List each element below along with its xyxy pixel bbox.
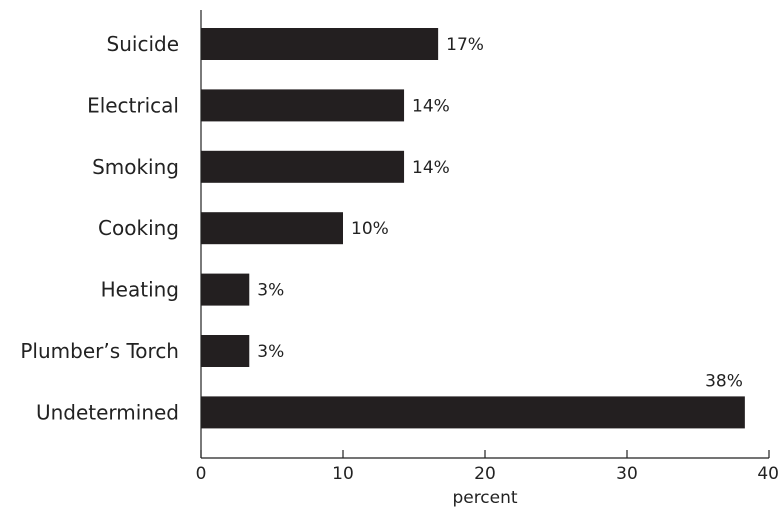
- category-label-1: Electrical: [87, 93, 179, 117]
- data-label-2: 14%: [412, 158, 450, 178]
- bar-5: [201, 335, 250, 367]
- bars-group: [201, 28, 745, 429]
- category-label-4: Heating: [101, 278, 179, 302]
- category-label-6: Undetermined: [36, 400, 179, 424]
- data-label-4: 3%: [257, 281, 284, 301]
- data-label-0: 17%: [446, 35, 484, 55]
- data-label-6: 38%: [705, 371, 743, 391]
- x-tick-label-3: 30: [616, 464, 638, 484]
- category-label-0: Suicide: [107, 32, 179, 56]
- x-axis-title: percent: [452, 488, 517, 508]
- bar-0: [201, 28, 439, 60]
- data-labels: 17% 14% 14% 10% 3% 3% 38%: [257, 35, 743, 391]
- bar-6: [201, 396, 745, 429]
- x-tick-label-2: 20: [474, 464, 496, 484]
- category-label-3: Cooking: [98, 216, 179, 240]
- data-label-5: 3%: [257, 342, 284, 362]
- category-label-5: Plumber’s Torch: [20, 339, 179, 363]
- x-tick-label-1: 10: [332, 464, 354, 484]
- category-labels: Suicide Electrical Smoking Cooking Heating Pl…: [20, 32, 179, 424]
- x-tick-label-4: 40: [757, 464, 779, 484]
- data-label-3: 10%: [351, 219, 389, 239]
- bar-4: [201, 273, 250, 306]
- category-label-2: Smoking: [92, 155, 179, 179]
- bar-2: [201, 150, 405, 183]
- bar-3: [201, 212, 343, 245]
- x-tick-label-0: 0: [196, 464, 207, 484]
- data-label-1: 14%: [412, 96, 450, 116]
- bar-1: [201, 89, 405, 122]
- x-axis-ticks: 0 10 20 30 40: [196, 450, 779, 484]
